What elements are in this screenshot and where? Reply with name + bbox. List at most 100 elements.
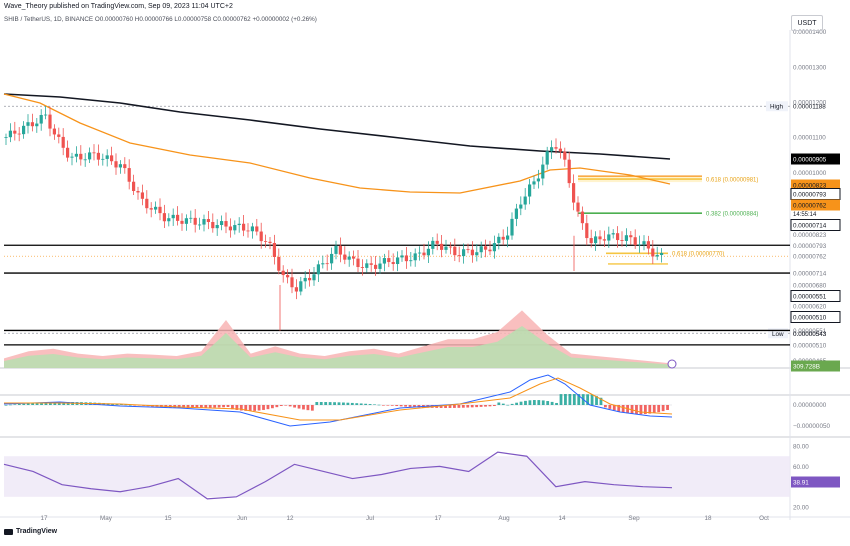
candle-body	[510, 218, 514, 236]
candle-body	[536, 178, 540, 182]
candle-body	[642, 241, 646, 245]
price-badge: 0.00000823	[793, 182, 827, 189]
macd-histogram-bar	[4, 405, 8, 406]
candle-body	[466, 249, 470, 251]
macd-histogram-bar	[284, 405, 288, 406]
time-axis-label: 17	[40, 515, 48, 522]
candle-body	[61, 136, 65, 148]
countdown-label: 14:55:14	[793, 212, 817, 218]
macd-histogram-bar	[399, 405, 403, 407]
macd-histogram-bar	[17, 404, 21, 405]
macd-histogram-bar	[510, 403, 514, 405]
candle-body	[382, 258, 386, 264]
candle-body	[391, 262, 395, 265]
candle-body	[545, 151, 549, 165]
candle-body	[506, 235, 510, 240]
macd-histogram-bar	[231, 405, 234, 410]
candle-body	[176, 214, 180, 221]
high-label-bg	[766, 101, 788, 112]
macd-histogram-bar	[572, 394, 576, 405]
candle-body	[268, 241, 272, 243]
candle-body	[528, 184, 532, 197]
candle-body	[360, 267, 364, 268]
macd-histogram-bar	[515, 402, 518, 405]
candle-body	[620, 240, 624, 241]
low-label: Low	[772, 331, 784, 338]
candle-body	[242, 223, 246, 231]
candle-body	[299, 281, 303, 292]
candle-body	[149, 208, 153, 210]
price-badge-bg	[790, 290, 841, 302]
candle-body	[250, 226, 254, 232]
publisher-line: Wave_Theory published on TradingView.com…	[4, 3, 233, 10]
candle-body	[475, 252, 479, 256]
macd-histogram-bar	[213, 405, 217, 408]
candle-body	[162, 213, 166, 222]
candle-body	[294, 287, 298, 292]
symbol-label: SHIB / TetherUS, 1D, BINANCE	[4, 16, 94, 23]
candle-body	[39, 114, 43, 124]
currency-button[interactable]: USDT	[791, 15, 823, 31]
macd-histogram-bar	[253, 405, 257, 411]
candle-body	[321, 263, 325, 265]
macd-histogram-bar	[532, 400, 536, 405]
candle-body	[83, 159, 87, 161]
macd-histogram-bar	[413, 405, 416, 408]
candle-body	[378, 263, 382, 269]
candle-body	[558, 148, 562, 152]
macd-histogram-bar	[475, 405, 479, 408]
macd-histogram-bar	[439, 405, 443, 408]
candle-body	[611, 233, 615, 235]
candle-body	[118, 164, 122, 168]
macd-histogram-bar	[186, 405, 190, 408]
macd-histogram-bar	[248, 405, 252, 411]
candle-body	[70, 156, 74, 158]
price-badge-bg	[791, 179, 840, 191]
time-axis-label: 15	[164, 515, 172, 522]
macd-histogram-bar	[453, 405, 456, 408]
candle-body	[334, 245, 338, 254]
macd-histogram-bar	[408, 405, 412, 407]
macd-histogram-bar	[310, 405, 314, 411]
candle-body	[48, 114, 52, 129]
candle-body	[550, 147, 554, 152]
macd-histogram-bar	[204, 405, 208, 408]
candle-body	[444, 246, 448, 250]
macd-histogram-bar	[133, 405, 137, 406]
macd-histogram-bar	[643, 405, 647, 415]
candle-body	[74, 153, 78, 157]
candle-body	[532, 181, 536, 185]
candle-body	[312, 274, 316, 281]
macd-histogram-bar	[222, 405, 225, 408]
macd-histogram-bar	[177, 405, 181, 408]
macd-histogram-bar	[279, 405, 283, 406]
macd-histogram-bar	[337, 402, 341, 405]
macd-histogram-bar	[395, 405, 399, 407]
candle-body	[215, 225, 219, 229]
macd-histogram-bar	[493, 405, 496, 407]
candle-body	[400, 255, 404, 258]
price-tick-label: 0.00000620	[793, 304, 827, 311]
candle-body	[462, 249, 466, 257]
price-tick-label: 0.00000551	[793, 328, 827, 335]
macd-histogram-bar	[608, 405, 612, 409]
candle-body	[338, 245, 342, 255]
candle-body	[167, 218, 171, 222]
macd-histogram-bar	[470, 405, 474, 408]
time-axis-label: May	[100, 515, 113, 522]
candle-body	[585, 223, 589, 239]
macd-histogram-bar	[120, 404, 123, 405]
time-axis-label: 14	[558, 515, 566, 522]
candle-body	[554, 147, 558, 149]
price-badge: 0.00000714	[793, 222, 827, 229]
candle-body	[264, 241, 268, 242]
price-tick-label: 0.00000510	[793, 342, 827, 349]
candle-body	[633, 237, 637, 246]
candle-body	[286, 275, 290, 278]
candle-body	[660, 252, 664, 256]
macd-histogram-bar	[208, 405, 212, 408]
candle-body	[101, 158, 105, 160]
price-badge: 309.728B	[793, 363, 820, 370]
